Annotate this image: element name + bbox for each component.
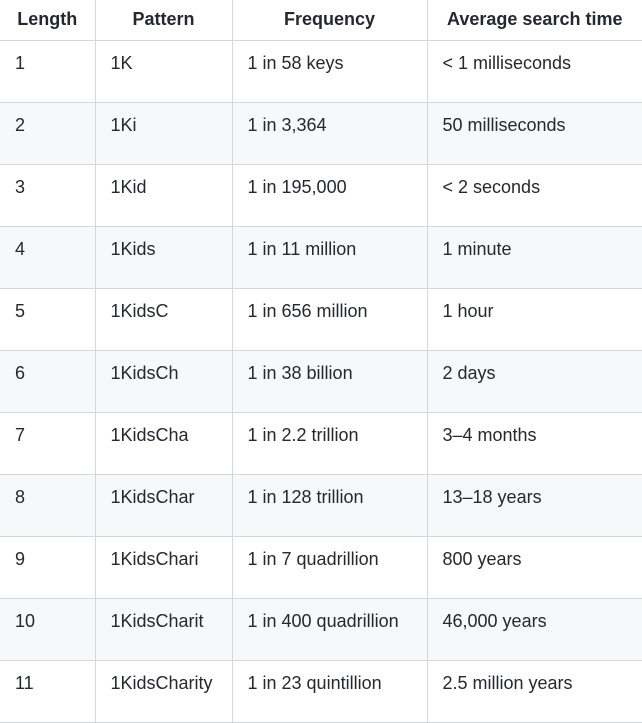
cell-frequency: 1 in 128 trillion — [232, 474, 428, 537]
table-row: 6 1KidsCh 1 in 38 billion 2 days — [0, 350, 642, 413]
cell-search-time: 1 hour — [427, 288, 642, 351]
cell-length: 11 — [0, 660, 96, 723]
cell-frequency: 1 in 400 quadrillion — [232, 598, 428, 661]
cell-length: 8 — [0, 474, 96, 537]
table-row: 2 1Ki 1 in 3,364 50 milliseconds — [0, 102, 642, 165]
cell-frequency: 1 in 11 million — [232, 226, 428, 289]
cell-pattern: 1Ki — [95, 102, 233, 165]
cell-search-time: 800 years — [427, 536, 642, 599]
cell-frequency: 1 in 656 million — [232, 288, 428, 351]
cell-pattern: 1K — [95, 40, 233, 103]
cell-length: 2 — [0, 102, 96, 165]
cell-length: 3 — [0, 164, 96, 227]
cell-frequency: 1 in 2.2 trillion — [232, 412, 428, 475]
cell-length: 10 — [0, 598, 96, 661]
header-length: Length — [0, 0, 96, 41]
cell-frequency: 1 in 7 quadrillion — [232, 536, 428, 599]
table-body: 1 1K 1 in 58 keys < 1 milliseconds 2 1Ki… — [0, 40, 642, 723]
table-header: Length Pattern Frequency Average search … — [0, 0, 642, 41]
cell-pattern: 1KidsChari — [95, 536, 233, 599]
table-row: 9 1KidsChari 1 in 7 quadrillion 800 year… — [0, 536, 642, 599]
cell-length: 7 — [0, 412, 96, 475]
header-pattern: Pattern — [95, 0, 233, 41]
cell-search-time: < 2 seconds — [427, 164, 642, 227]
header-average-search-time: Average search time — [427, 0, 642, 41]
table-row: 4 1Kids 1 in 11 million 1 minute — [0, 226, 642, 289]
cell-pattern: 1KidsCh — [95, 350, 233, 413]
cell-length: 5 — [0, 288, 96, 351]
cell-length: 1 — [0, 40, 96, 103]
cell-frequency: 1 in 58 keys — [232, 40, 428, 103]
cell-search-time: 46,000 years — [427, 598, 642, 661]
cell-frequency: 1 in 3,364 — [232, 102, 428, 165]
header-frequency: Frequency — [232, 0, 428, 41]
cell-length: 4 — [0, 226, 96, 289]
cell-search-time: 13–18 years — [427, 474, 642, 537]
table-row: 10 1KidsCharit 1 in 400 quadrillion 46,0… — [0, 598, 642, 661]
cell-frequency: 1 in 195,000 — [232, 164, 428, 227]
table-row: 7 1KidsCha 1 in 2.2 trillion 3–4 months — [0, 412, 642, 475]
cell-pattern: 1KidsC — [95, 288, 233, 351]
cell-frequency: 1 in 38 billion — [232, 350, 428, 413]
cell-pattern: 1KidsCharit — [95, 598, 233, 661]
cell-search-time: 1 minute — [427, 226, 642, 289]
table-row: 5 1KidsC 1 in 656 million 1 hour — [0, 288, 642, 351]
header-row: Length Pattern Frequency Average search … — [0, 0, 642, 41]
cell-length: 6 — [0, 350, 96, 413]
table-row: 1 1K 1 in 58 keys < 1 milliseconds — [0, 40, 642, 103]
cell-pattern: 1KidsChar — [95, 474, 233, 537]
cell-search-time: 3–4 months — [427, 412, 642, 475]
table-row: 3 1Kid 1 in 195,000 < 2 seconds — [0, 164, 642, 227]
cell-pattern: 1Kids — [95, 226, 233, 289]
cell-length: 9 — [0, 536, 96, 599]
table-row: 8 1KidsChar 1 in 128 trillion 13–18 year… — [0, 474, 642, 537]
cell-search-time: 50 milliseconds — [427, 102, 642, 165]
cell-search-time: 2.5 million years — [427, 660, 642, 723]
cell-search-time: 2 days — [427, 350, 642, 413]
cell-pattern: 1KidsCha — [95, 412, 233, 475]
cell-pattern: 1KidsCharity — [95, 660, 233, 723]
cell-pattern: 1Kid — [95, 164, 233, 227]
cell-search-time: < 1 milliseconds — [427, 40, 642, 103]
